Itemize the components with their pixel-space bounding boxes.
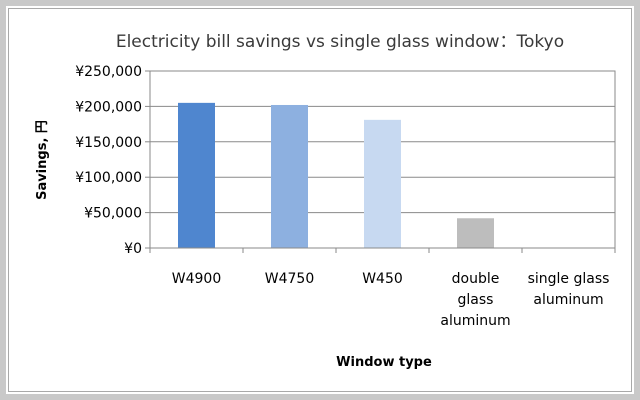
x-tick-label-line: single glass	[528, 271, 610, 287]
x-tick-label: double glass aluminum	[440, 271, 510, 329]
chart-area-border	[8, 8, 632, 392]
x-tick-label-line: aluminum	[440, 313, 510, 329]
x-axis-label: Window type	[336, 355, 432, 370]
x-tick-label-line: glass	[458, 292, 494, 308]
bar	[178, 102, 215, 248]
bar	[271, 104, 308, 248]
bar	[457, 218, 494, 248]
y-tick-label: ¥100,000	[75, 170, 142, 186]
x-tick-label: W4750	[265, 271, 314, 287]
x-tick-label-line: W4900	[172, 271, 221, 287]
x-tick-label: W450	[362, 271, 403, 287]
y-tick-label: ¥250,000	[75, 64, 142, 80]
chart-title: Electricity bill savings vs single glass…	[116, 32, 564, 52]
bars	[178, 102, 494, 249]
x-tick-label-line: aluminum	[533, 292, 603, 308]
y-tick-label: ¥200,000	[75, 99, 142, 115]
y-tick-labels: ¥0 ¥50,000 ¥100,000 ¥150,000 ¥200,000 ¥250,00…	[75, 64, 142, 257]
y-axis-label: Savings, 円	[35, 120, 50, 200]
x-tick-labels: W4900 W4750 W450 double glass aluminumsingle …	[149, 248, 616, 329]
x-tick-label-line: W450	[362, 271, 403, 287]
bar	[364, 119, 401, 249]
x-tick-label-line: double	[452, 271, 500, 287]
x-tick-label-line: W4750	[265, 271, 314, 287]
x-tick-label: single glass aluminum	[528, 271, 610, 308]
y-tick-label: ¥150,000	[75, 135, 142, 151]
y-tick-label: ¥0	[124, 241, 142, 257]
y-tick-label: ¥50,000	[84, 206, 142, 222]
x-tick-label: W4900	[172, 271, 221, 287]
